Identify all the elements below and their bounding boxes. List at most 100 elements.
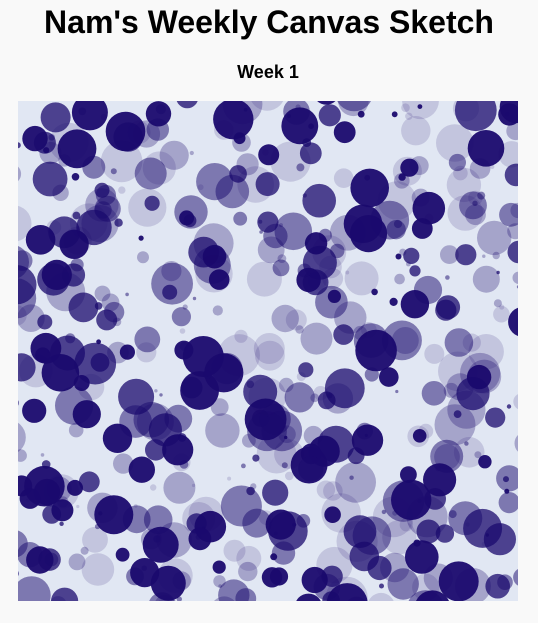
sketch-circle xyxy=(322,591,340,601)
sketch-circle xyxy=(302,138,312,147)
sketch-circle xyxy=(94,182,110,198)
sketch-circle xyxy=(483,523,516,556)
sketch-circle xyxy=(379,583,384,589)
sketch-circle xyxy=(94,495,134,535)
sketch-circle xyxy=(513,394,518,410)
sketch-circle xyxy=(336,520,378,562)
sketch-circle xyxy=(504,163,518,187)
sketch-circle xyxy=(196,163,234,201)
sketch-circle xyxy=(371,288,378,296)
sketch-circle xyxy=(235,588,257,601)
sketch-circle xyxy=(469,158,491,179)
sketch-circle xyxy=(154,389,158,393)
sketch-circle xyxy=(514,434,518,452)
sketch-circle xyxy=(30,332,62,364)
sketch-circle xyxy=(94,285,111,302)
sketch-circle xyxy=(508,307,518,337)
sketch-circle xyxy=(399,248,407,256)
sketch-circle xyxy=(389,297,398,306)
sketch-circle xyxy=(312,235,347,270)
sketch-circle xyxy=(381,509,387,515)
sketch-circle xyxy=(243,374,278,409)
sketch-circle xyxy=(453,410,462,418)
sketch-circle xyxy=(218,334,260,377)
sketch-circle xyxy=(227,476,232,481)
sketch-circle xyxy=(80,546,89,555)
sketch-circle xyxy=(506,121,518,141)
sketch-circle xyxy=(263,223,288,249)
sketch-circle xyxy=(261,410,303,452)
sketch-circle xyxy=(350,168,390,208)
sketch-circle xyxy=(334,301,367,334)
sketch-circle xyxy=(252,454,260,462)
sketch-circle xyxy=(379,367,399,387)
sketch-circle xyxy=(416,519,441,544)
sketch-circle xyxy=(188,527,212,551)
sketch-circle xyxy=(368,592,394,601)
sketch-circle xyxy=(323,481,343,501)
sketch-circle xyxy=(421,381,447,406)
sketch-circle xyxy=(343,204,383,244)
sketch-circle xyxy=(333,121,356,144)
sketch-circle xyxy=(37,314,53,330)
sketch-canvas-drawing xyxy=(18,101,518,601)
sketch-circle xyxy=(125,292,129,297)
sketch-circle xyxy=(55,386,94,425)
week-subtitle: Week 1 xyxy=(237,62,299,82)
sketch-circle xyxy=(318,104,341,127)
sketch-circle xyxy=(180,376,203,399)
sketch-circle xyxy=(150,484,157,491)
sketch-circle xyxy=(440,245,459,264)
sketch-circle xyxy=(150,565,186,601)
sketch-circle xyxy=(382,520,417,555)
sketch-circle xyxy=(271,541,296,565)
sketch-circle xyxy=(482,254,486,258)
sketch-circle xyxy=(78,471,100,493)
sketch-circle xyxy=(418,423,434,439)
sketch-circle xyxy=(243,107,248,112)
sketch-circle xyxy=(220,485,262,527)
sketch-circle xyxy=(357,110,365,118)
sketch-circle xyxy=(261,567,283,588)
sketch-circle xyxy=(395,389,399,394)
sketch-circle xyxy=(40,453,45,457)
sketch-circle xyxy=(78,107,87,116)
sketch-circle xyxy=(391,111,398,118)
sketch-circle xyxy=(464,441,469,446)
sketch-circle xyxy=(417,104,423,109)
sketch-circle xyxy=(82,526,108,553)
sketch-circle xyxy=(25,225,56,255)
sketch-circle xyxy=(134,157,167,190)
sketch-circle xyxy=(41,460,51,469)
sketch-circle xyxy=(281,462,288,469)
sketch-circle xyxy=(490,164,495,169)
sketch-circle xyxy=(411,218,433,239)
sketch-circle xyxy=(477,220,512,256)
sketch-circle xyxy=(436,124,474,162)
sketch-circle xyxy=(327,289,341,303)
sketch-circle xyxy=(213,101,254,140)
sketch-circle xyxy=(424,343,445,364)
sketch-circle xyxy=(51,587,79,601)
sketch-circle xyxy=(43,147,50,154)
sketch-circle xyxy=(448,153,466,172)
sketch-circle xyxy=(138,235,144,241)
sketch-circle xyxy=(65,333,76,344)
sketch-circle xyxy=(401,103,410,112)
sketch-circle xyxy=(302,193,307,198)
sketch-circle xyxy=(41,259,72,290)
sketch-circle xyxy=(115,547,130,562)
sketch-circle xyxy=(285,471,294,481)
sketch-circle xyxy=(189,150,194,156)
sketch-circle xyxy=(52,184,69,201)
sketch-circle xyxy=(142,151,176,185)
sketch-circle xyxy=(171,307,191,327)
sketch-circle xyxy=(161,261,182,282)
sketch-circle xyxy=(412,429,427,443)
sketch-circle xyxy=(96,339,101,345)
sketch-circle xyxy=(493,305,510,323)
sketch-circle xyxy=(399,518,414,532)
sketch-circle xyxy=(144,195,160,211)
sketch-circle xyxy=(18,353,36,382)
sketch-circle xyxy=(22,398,47,423)
